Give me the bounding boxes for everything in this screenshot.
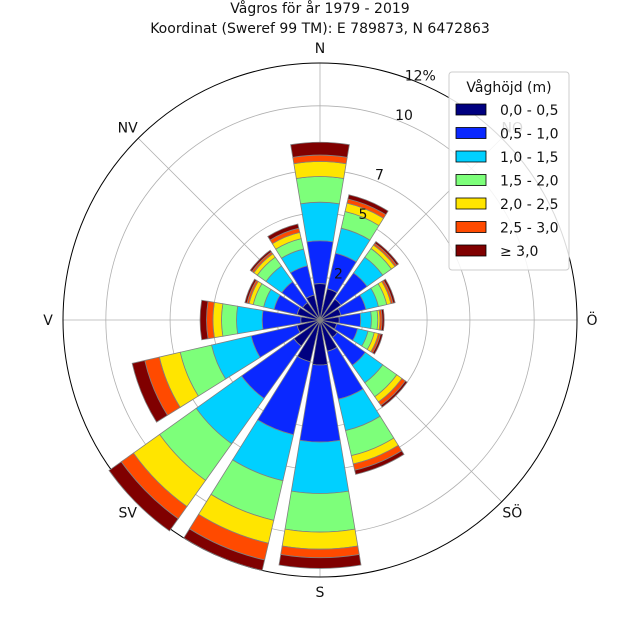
bar-segment-15-6	[267, 223, 300, 241]
radial-tick-labels: 2 5 7 10 12%	[334, 69, 436, 283]
radial-tick-label-2: 7	[375, 168, 384, 184]
chart-subtitle: Koordinat (Sweref 99 TM): E 789873, N 64…	[150, 21, 490, 37]
bar-segment-0-4	[293, 161, 347, 179]
bar-segment-3-6	[383, 278, 396, 304]
direction-label-0: N	[315, 41, 325, 57]
legend-label-5: 2,5 - 3,0	[500, 221, 558, 237]
bar-segment-11-6	[131, 359, 168, 423]
outer-ring	[62, 62, 578, 578]
bar-segment-0-6	[290, 141, 350, 158]
legend-swatch-2	[455, 150, 487, 163]
bar-segment-13-6	[244, 278, 257, 304]
legend-swatch-4	[455, 197, 487, 210]
bar-segment-0-1	[306, 240, 334, 285]
bar-segment-4-1	[338, 312, 362, 328]
legend-label-1: 0,5 - 1,0	[500, 127, 558, 143]
bar-segment-7-6	[354, 450, 405, 475]
bar-segment-6-6	[380, 380, 408, 408]
legend-label-2: 1,0 - 1,5	[500, 150, 558, 166]
legend-label-3: 1,5 - 2,0	[500, 174, 558, 190]
legend-swatch-5	[455, 221, 487, 233]
legend-swatch-6	[455, 244, 487, 257]
legend-label-0: 0,0 - 0,5	[500, 103, 558, 119]
radial-tick-label-1: 5	[359, 207, 368, 223]
radial-tick-label-4: 12%	[405, 69, 436, 85]
bar-segment-4-6	[380, 308, 385, 332]
bar-segment-12-6	[199, 299, 209, 341]
bar-segment-12-2	[236, 305, 264, 335]
bar-segment-12-5	[206, 300, 215, 340]
bar-segment-12-4	[212, 301, 224, 339]
bar-segment-1-6	[347, 194, 389, 216]
radial-tick-label-0: 2	[334, 266, 343, 282]
direction-label-2: S	[316, 585, 325, 601]
legend-frame	[448, 71, 570, 271]
bar-segment-10-6	[108, 461, 179, 532]
bar-segment-9-6	[183, 528, 266, 571]
radial-tick-label-3: 10	[395, 108, 413, 124]
legend-label-6: ≥ 3,0	[500, 244, 538, 260]
legend-swatch-0	[455, 103, 487, 116]
sector-bars	[108, 141, 408, 571]
legend-swatch-3	[455, 174, 487, 186]
legend-title: Våghöjd (m)	[466, 79, 551, 96]
legend-items: 0,0 - 0,5 0,5 - 1,0 1,0 - 1,5 1,5 - 2,0 2,0 …	[455, 103, 558, 260]
bar-segment-8-4	[281, 528, 359, 550]
bar-segment-8-2	[290, 439, 350, 494]
direction-label-3: V	[43, 313, 53, 329]
direction-label-7: NV	[118, 121, 138, 137]
bar-segment-0-3	[295, 176, 345, 205]
direction-label-6: SV	[118, 505, 137, 521]
bar-segment-8-6	[278, 553, 362, 569]
direction-label-5: SÖ	[502, 503, 522, 521]
bar-segment-8-3	[284, 490, 356, 533]
bar-segment-4-2	[359, 311, 372, 329]
legend-swatch-1	[455, 127, 487, 139]
bar-segment-4-3	[370, 309, 379, 331]
bar-segment-12-3	[221, 303, 239, 337]
direction-label-1: Ö	[586, 311, 597, 329]
chart-title: Vågros för år 1979 - 2019	[230, 0, 409, 17]
bar-segment-0-2	[300, 201, 340, 243]
legend-label-4: 2,0 - 2,5	[500, 197, 558, 213]
bar-segment-14-6	[249, 249, 273, 273]
legend: Våghöjd (m) 0,0 - 0,5 0,5 - 1,0 1,0 - 1,5 1…	[448, 71, 570, 271]
bar-segment-2-6	[374, 240, 400, 266]
bar-segment-5-6	[372, 333, 384, 355]
